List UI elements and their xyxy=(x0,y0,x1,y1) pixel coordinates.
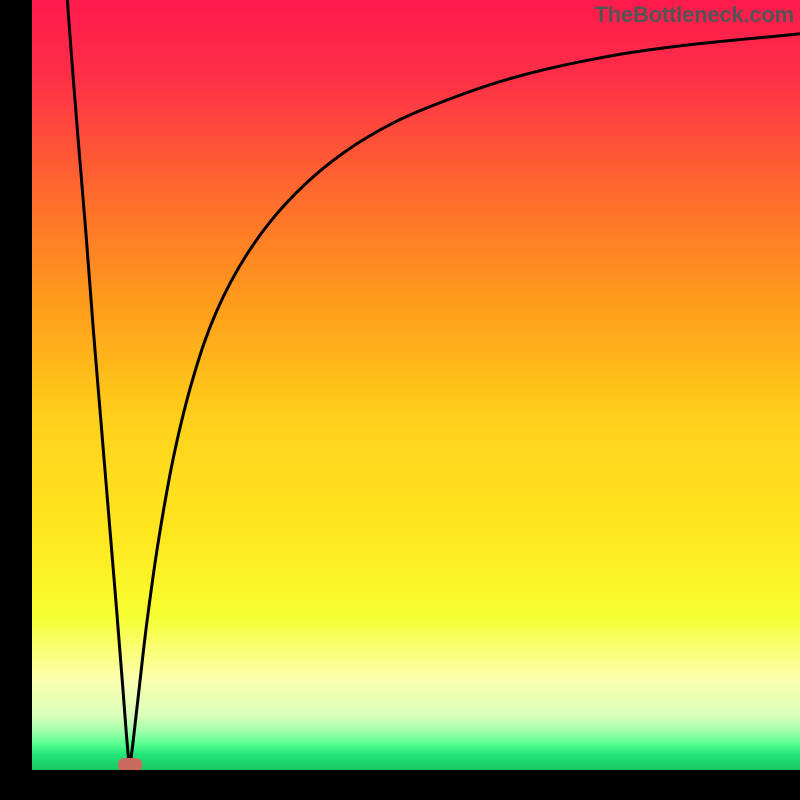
chart-container: TheBottleneck.com xyxy=(0,0,800,800)
watermark-text: TheBottleneck.com xyxy=(594,2,794,28)
optimum-marker xyxy=(118,758,142,770)
plot-area: TheBottleneck.com xyxy=(32,0,800,770)
bottleneck-curve xyxy=(32,0,800,770)
curve-left-branch xyxy=(67,0,129,770)
curve-right-branch xyxy=(130,34,800,770)
